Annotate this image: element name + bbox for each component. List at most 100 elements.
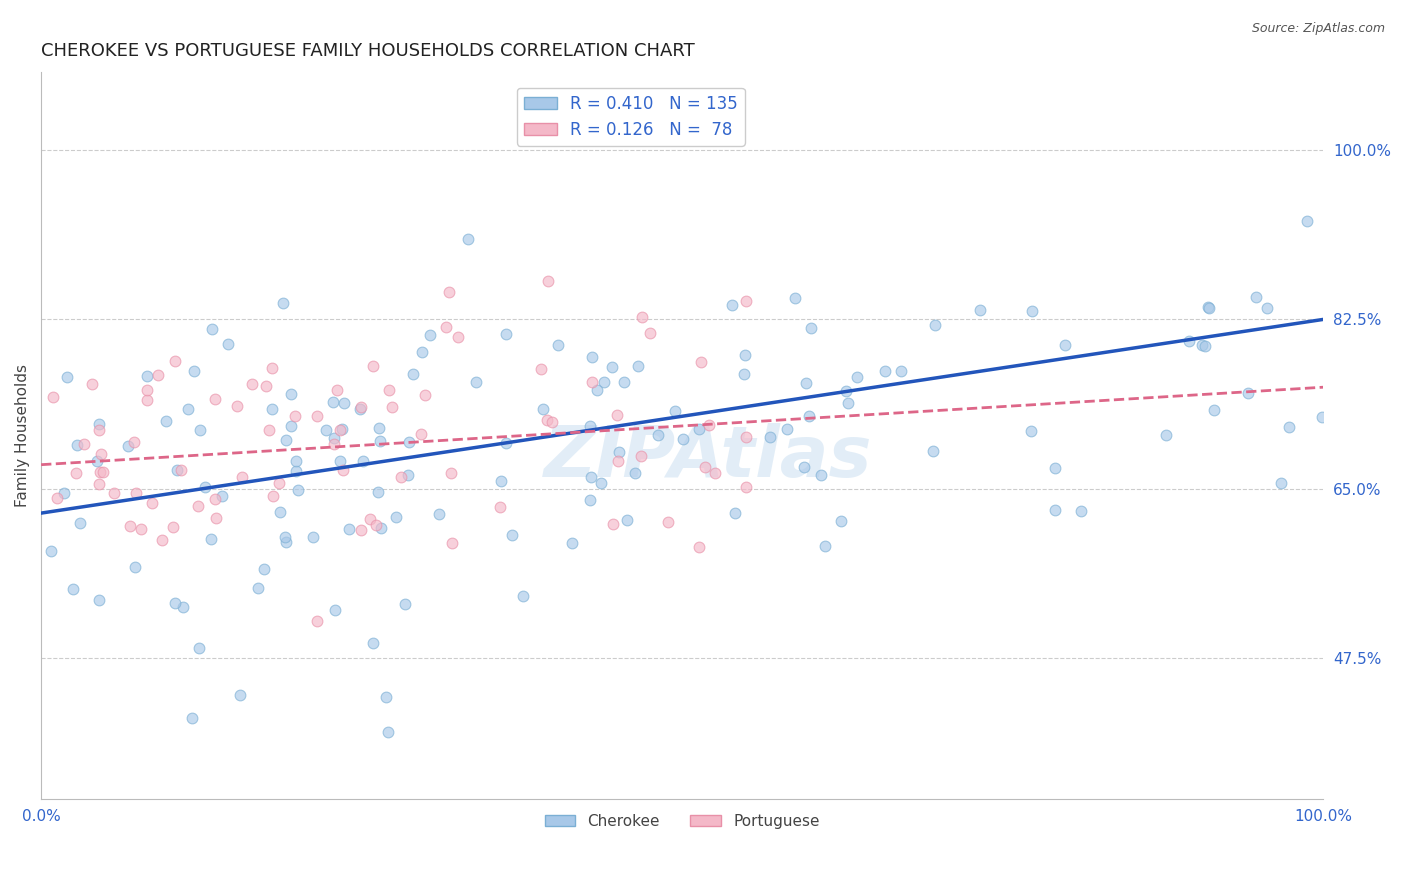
Point (332, 462, 354, 476)
Point (640, 326, 662, 341)
Point (447, 329, 470, 343)
Point (1296, 214, 1319, 228)
Point (793, 459, 815, 474)
Point (616, 513, 638, 527)
Point (302, 530, 325, 544)
Point (794, 376, 817, 391)
Point (131, 522, 153, 536)
Point (389, 470, 412, 484)
Text: Source: ZipAtlas.com: Source: ZipAtlas.com (1251, 22, 1385, 36)
Point (135, 392, 157, 407)
Point (689, 354, 711, 368)
Point (349, 401, 371, 416)
Point (228, 688, 250, 702)
Point (721, 298, 744, 312)
Point (921, 444, 943, 458)
Point (1070, 504, 1092, 518)
Point (284, 409, 307, 423)
Point (489, 500, 512, 515)
Point (253, 562, 276, 576)
Point (65, 438, 87, 452)
Point (1312, 409, 1334, 424)
Point (204, 511, 226, 525)
Point (785, 292, 807, 306)
Point (704, 466, 727, 480)
Point (180, 711, 202, 725)
Point (735, 430, 758, 444)
Point (561, 536, 583, 550)
Point (262, 360, 284, 375)
Point (1202, 402, 1225, 417)
Point (315, 423, 337, 437)
Point (332, 422, 354, 436)
Point (723, 506, 745, 520)
Point (166, 463, 188, 477)
Point (269, 505, 291, 519)
Point (262, 489, 284, 503)
Point (155, 414, 177, 428)
Point (87, 593, 110, 607)
Point (419, 327, 441, 342)
Point (136, 369, 159, 384)
Point (800, 320, 823, 334)
Point (427, 507, 450, 521)
Point (440, 536, 463, 550)
Point (323, 431, 346, 445)
Point (411, 427, 433, 442)
Point (607, 454, 630, 468)
Point (366, 518, 388, 533)
Point (411, 345, 433, 359)
Point (586, 383, 609, 397)
Point (307, 409, 329, 423)
Point (512, 589, 534, 603)
Point (501, 528, 523, 542)
Point (148, 368, 170, 382)
Point (1154, 428, 1177, 442)
Point (758, 430, 780, 444)
Point (735, 293, 758, 308)
Point (688, 422, 710, 436)
Point (579, 492, 602, 507)
Point (287, 483, 309, 497)
Point (969, 302, 991, 317)
Point (581, 375, 603, 389)
Point (117, 439, 139, 453)
Point (120, 519, 142, 533)
Point (165, 596, 187, 610)
Point (688, 540, 710, 554)
Point (136, 384, 159, 398)
Point (87, 477, 110, 491)
Point (329, 454, 352, 468)
Text: ZIPAtlas: ZIPAtlas (544, 423, 872, 491)
Point (280, 419, 302, 434)
Point (183, 364, 205, 378)
Point (814, 539, 837, 553)
Point (647, 428, 669, 442)
Point (333, 396, 356, 410)
Point (1043, 461, 1066, 475)
Point (150, 533, 173, 547)
Point (845, 370, 868, 384)
Point (547, 338, 569, 352)
Point (810, 467, 832, 482)
Point (396, 468, 419, 483)
Point (325, 603, 347, 617)
Point (165, 354, 187, 368)
Point (122, 435, 145, 450)
Point (204, 392, 226, 406)
Point (42, 391, 65, 405)
Point (495, 326, 517, 341)
Point (39, 544, 62, 558)
Point (65, 466, 87, 480)
Y-axis label: Family Households: Family Households (15, 364, 30, 508)
Point (624, 466, 647, 480)
Point (664, 403, 686, 417)
Point (177, 402, 200, 417)
Point (322, 437, 344, 451)
Point (284, 454, 307, 468)
Point (187, 640, 209, 655)
Point (579, 419, 602, 434)
Point (837, 396, 859, 410)
Point (776, 422, 799, 436)
Point (267, 476, 290, 491)
